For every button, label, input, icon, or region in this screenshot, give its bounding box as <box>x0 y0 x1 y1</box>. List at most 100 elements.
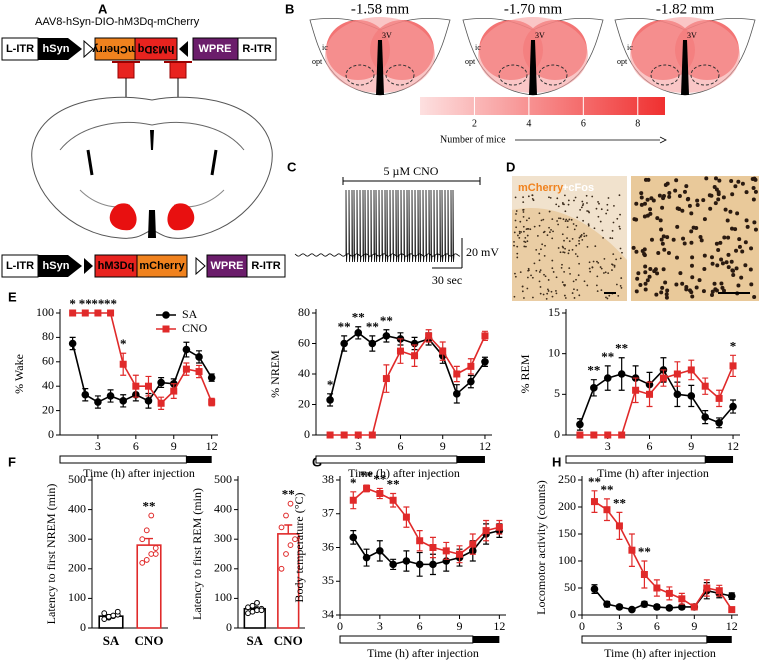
lox <box>83 39 94 59</box>
marker <box>453 390 461 398</box>
marker <box>144 382 152 390</box>
data-point <box>258 607 265 614</box>
cell <box>699 238 704 243</box>
marker <box>368 339 377 348</box>
cell <box>559 217 562 220</box>
cell <box>562 218 565 221</box>
dark-period <box>186 456 212 463</box>
y-tick-label: 50 <box>564 580 576 594</box>
y-tick-label: 10 <box>548 345 560 359</box>
cell <box>643 264 648 269</box>
cell <box>524 245 527 248</box>
cell <box>671 237 676 242</box>
cell <box>615 283 618 286</box>
marker <box>326 431 334 439</box>
cell <box>572 280 575 283</box>
cell <box>716 197 721 202</box>
marker <box>94 398 102 406</box>
marker <box>495 523 503 531</box>
legend-marker <box>162 325 170 333</box>
cell <box>718 240 723 245</box>
cell <box>729 259 734 264</box>
cell <box>532 199 535 202</box>
cell <box>525 228 528 231</box>
cell <box>548 210 551 213</box>
cell <box>733 184 738 189</box>
significance: ** <box>360 468 373 483</box>
cell <box>605 296 607 299</box>
cell <box>576 216 579 219</box>
marker <box>659 374 667 382</box>
significance: ** <box>613 495 626 510</box>
cell <box>728 209 733 214</box>
cell <box>538 224 541 227</box>
dark-period <box>472 636 500 643</box>
cell <box>659 237 664 242</box>
cell <box>752 295 757 300</box>
data-point <box>143 557 150 563</box>
cell <box>656 251 661 256</box>
y-axis-label: % NREM <box>268 350 282 398</box>
stain-label: mCherry <box>518 182 564 194</box>
cell <box>737 244 742 249</box>
cell <box>642 214 647 219</box>
cell <box>518 232 521 235</box>
cell <box>538 280 541 283</box>
cell <box>543 230 546 233</box>
marker <box>590 498 598 506</box>
marker <box>382 375 390 383</box>
cell <box>689 240 694 245</box>
cell <box>535 248 538 251</box>
cell <box>690 275 695 280</box>
cell <box>608 294 611 297</box>
scale-label: 30 sec <box>432 273 462 287</box>
marker <box>429 560 437 569</box>
x-axis-label: Time (h) after injection <box>83 466 195 480</box>
y-tick-label: 500 <box>68 472 86 486</box>
x-tick-label: 0 <box>579 619 585 633</box>
cell <box>561 245 564 248</box>
element-label: R-ITR <box>251 260 280 272</box>
line-chart: 0 20 40 60 80 100 % Wake 3 6 9 12 Time (h) after in… <box>12 296 218 480</box>
marker <box>389 560 397 569</box>
element-label: mCherry <box>139 260 185 272</box>
cell <box>555 203 558 206</box>
y-tick-label: 0 <box>554 427 560 441</box>
cell <box>572 223 575 225</box>
significance: ** <box>638 544 651 559</box>
cell <box>661 234 666 239</box>
marker <box>729 362 737 370</box>
marker <box>590 384 598 392</box>
cell <box>564 210 567 213</box>
significance: ** <box>104 296 117 311</box>
cell <box>538 271 541 273</box>
cell <box>521 285 524 288</box>
cell <box>612 221 615 224</box>
cell <box>568 267 571 269</box>
marker <box>144 397 153 405</box>
cell <box>748 267 753 272</box>
data-point <box>283 551 289 557</box>
cell <box>603 257 606 260</box>
cell <box>576 255 579 258</box>
cell <box>640 248 645 253</box>
marker <box>715 394 723 402</box>
cell <box>709 255 714 260</box>
cell <box>619 227 621 230</box>
cell <box>735 211 740 216</box>
cell <box>694 285 699 290</box>
marker <box>673 390 682 399</box>
cell <box>611 269 613 271</box>
marker <box>382 332 391 340</box>
cell <box>539 292 542 295</box>
cell <box>745 224 750 229</box>
cell <box>657 193 662 198</box>
cell <box>574 253 577 255</box>
x-tick-label: 6 <box>397 439 403 453</box>
data-point <box>278 565 285 572</box>
cell <box>561 263 563 266</box>
x-tick-label: 9 <box>457 619 463 633</box>
y-tick-label: 100 <box>214 590 232 604</box>
cell <box>720 285 725 290</box>
cell <box>586 284 589 287</box>
